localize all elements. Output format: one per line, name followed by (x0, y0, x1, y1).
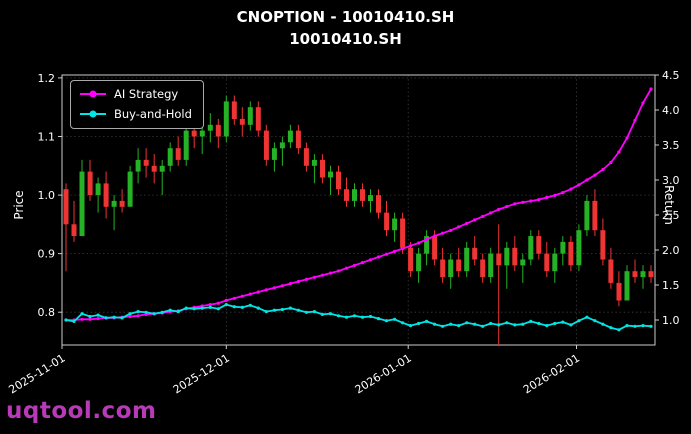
legend-label-buy-and-hold: Buy-and-Hold (114, 107, 192, 121)
watermark: uqtool.com (6, 398, 157, 424)
title-block: CNOPTION - 10010410.SH 10010410.SH (0, 6, 691, 50)
svg-text:2.5: 2.5 (662, 209, 680, 222)
svg-text:3.0: 3.0 (662, 174, 680, 187)
page-subtitle: 10010410.SH (289, 30, 402, 48)
svg-text:2026-01-01: 2026-01-01 (353, 352, 414, 397)
buy-and-hold-line-swatch (80, 110, 106, 118)
svg-text:4.5: 4.5 (662, 69, 680, 82)
svg-text:1.5: 1.5 (662, 279, 680, 292)
svg-text:1.0: 1.0 (38, 189, 56, 202)
svg-text:4.0: 4.0 (662, 104, 680, 117)
legend-item-ai-strategy: AI Strategy (80, 87, 192, 101)
svg-text:2025-11-01: 2025-11-01 (6, 352, 67, 397)
svg-text:3.5: 3.5 (662, 139, 680, 152)
svg-text:1.2: 1.2 (38, 72, 56, 85)
legend-label-ai-strategy: AI Strategy (114, 87, 179, 101)
svg-text:1.1: 1.1 (38, 131, 56, 144)
chart-legend: AI Strategy Buy-and-Hold (70, 80, 204, 129)
page-title: CNOPTION - 10010410.SH (236, 8, 455, 26)
legend-item-buy-and-hold: Buy-and-Hold (80, 107, 192, 121)
line-marker-dot-icon (89, 90, 97, 98)
price-axis-label: Price (12, 190, 26, 220)
svg-text:2.0: 2.0 (662, 244, 680, 257)
svg-text:0.8: 0.8 (38, 306, 56, 319)
return-axis-label: Return (662, 185, 676, 225)
svg-text:0.9: 0.9 (38, 248, 56, 261)
svg-text:1.0: 1.0 (662, 314, 680, 327)
svg-text:2026-02-01: 2026-02-01 (521, 352, 582, 397)
line-marker-dot-icon (89, 110, 97, 118)
ai-strategy-line-swatch (80, 90, 106, 98)
svg-text:2025-12-01: 2025-12-01 (171, 352, 232, 397)
